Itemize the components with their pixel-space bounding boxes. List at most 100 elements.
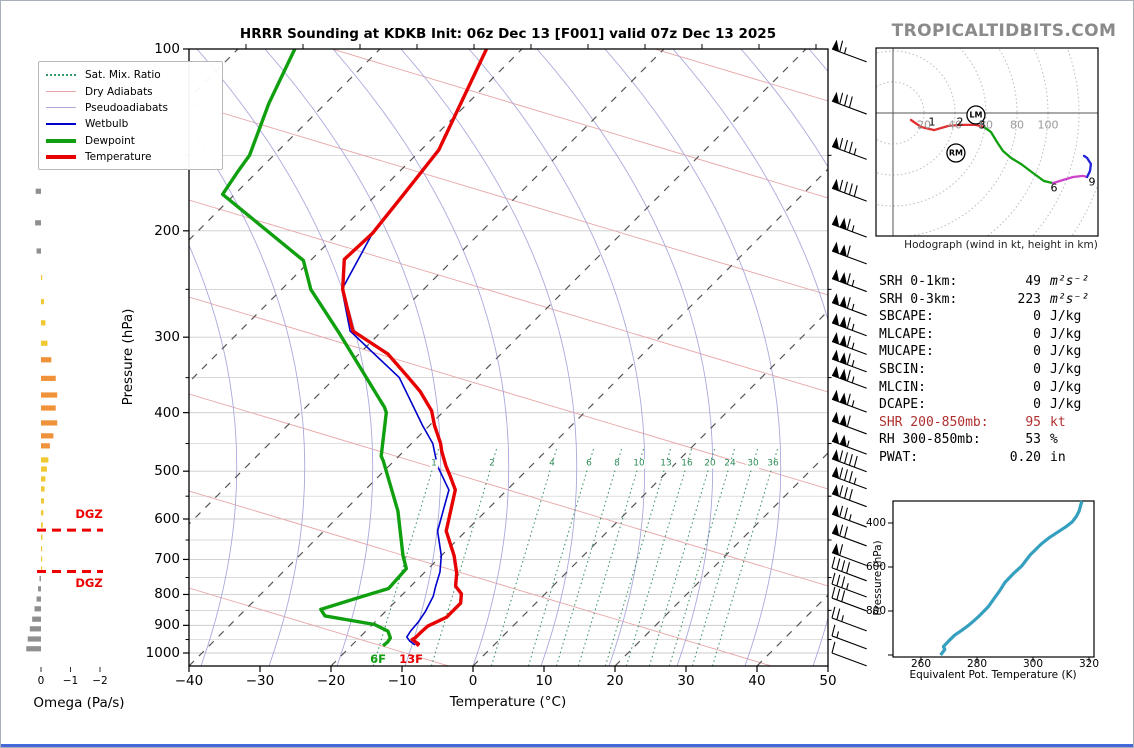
wind-barb-staff (831, 513, 867, 528)
omega-bar (41, 534, 43, 540)
dgz-lower-label: DGZ (75, 576, 103, 590)
legend-item-label: Wetbulb (85, 118, 129, 131)
omega-panel (26, 151, 103, 672)
wind-barb-pennant (832, 466, 840, 479)
stat-row-sbcin: SBCIN: 0 J/kg (879, 361, 1089, 379)
wind-barb-staff (831, 250, 867, 265)
wind-barb-half (853, 477, 857, 485)
pressure-axis-label: Pressure (hPa) (120, 308, 136, 406)
wind-barb-half (851, 342, 855, 350)
legend: Sat. Mix. Ratio Dry Adiabats Pseudoadiabat… (38, 61, 223, 171)
wind-barb-half (851, 303, 855, 311)
hodograph-trace-6-9km (1051, 174, 1089, 185)
wind-barb-full (839, 505, 844, 518)
wind-barb-pennant (832, 214, 840, 227)
omega-bar (41, 357, 52, 363)
omega-bar (41, 498, 44, 504)
pressure-tick-label: 300 (154, 329, 180, 346)
wind-barb-full (836, 558, 841, 570)
omega-bar (39, 575, 41, 582)
stat-row-mlcin: MLCIN: 0 J/kg (879, 379, 1089, 397)
hodograph-ring-label: 80 (1010, 118, 1024, 132)
pseudoadiabat-line (672, 49, 828, 666)
wind-barb-staff (831, 223, 867, 238)
wind-barb-full (839, 179, 844, 192)
mixing-ratio-line (604, 448, 671, 666)
wind-barb-half (841, 615, 844, 622)
wind-barb-staff (831, 322, 867, 337)
stat-label: MLCIN: (879, 379, 926, 395)
dry-adiabat-line (330, 49, 828, 199)
pseudoadiabat-line (536, 49, 714, 666)
stat-label: MUCAPE: (879, 344, 934, 360)
legend-item-wetbulb: Wetbulb (46, 116, 216, 132)
omega-bar (35, 220, 41, 226)
stat-value: 0 (1033, 379, 1041, 395)
wind-barb-staff (831, 100, 867, 115)
wind-barb-pennant (839, 296, 847, 309)
wind-barb-staff (831, 420, 867, 435)
mixing-ratio-line (430, 448, 497, 666)
hodograph-height-label: 6 (1050, 181, 1058, 195)
mixing-ratio-line (490, 448, 557, 666)
stat-row-srh-0-3km: SRH 0-3km: 223 m²s⁻² (879, 291, 1089, 309)
stat-row-pwat: PWAT: 0.20 in (879, 449, 1089, 467)
wind-barb-pennant (832, 241, 840, 254)
mixing-ratio-line (648, 448, 715, 666)
legend-item-label: Pseudoadiabats (85, 101, 168, 114)
dewpoint-trace (220, 49, 408, 648)
wind-barb-pennant (832, 389, 840, 402)
isotherm-line (472, 310, 828, 666)
stat-value: 0 (1033, 397, 1041, 413)
plot-border (188, 48, 829, 667)
stat-row-srh-0-1km: SRH 0-1km: 49 m²s⁻² (879, 273, 1089, 291)
stat-unit: J/kg (1050, 309, 1082, 325)
wind-barb-staff (831, 398, 867, 413)
wind-barb-full (831, 586, 836, 599)
wind-barb-full (848, 471, 853, 483)
stat-unit: m²s⁻² (1050, 274, 1090, 289)
thetae-x-tick-label: 300 (1022, 658, 1044, 670)
surface-dewpoint-label: 6F (370, 652, 386, 666)
legend-item-label: Sat. Mix. Ratio (85, 69, 161, 82)
omega-bar (26, 646, 41, 652)
sounding-traces (220, 49, 489, 648)
omega-bar (41, 466, 47, 472)
stat-value: 0 (1033, 309, 1041, 325)
pseudoadiabat-line (264, 49, 442, 666)
stat-value: 95 (1025, 414, 1041, 430)
stat-value: 0 (1033, 326, 1041, 342)
mixing-ratio-line (668, 448, 735, 666)
wind-barb-half (844, 47, 847, 54)
wind-barb-half (836, 631, 840, 638)
wind-barb-pennant (832, 365, 840, 378)
wind-barb-full (841, 576, 846, 588)
omega-bar (41, 522, 43, 528)
skewt-axes (183, 44, 832, 672)
wind-barb-full (846, 297, 851, 309)
stat-unit: kt (1050, 414, 1066, 430)
stat-unit: in (1050, 449, 1066, 465)
mixing-ratio-line (625, 448, 692, 666)
stats-panel: SRH 0-1km: 49 m²s⁻² SRH 0-3km: 223 m²s⁻² SBCAP… (879, 273, 1089, 467)
wind-barb-pennant (832, 293, 840, 306)
isotherm-line (189, 49, 807, 666)
mixing-ratio-label: 13 (659, 458, 673, 469)
wind-barb-full (839, 524, 844, 537)
mixing-ratio-label: 4 (548, 458, 556, 469)
omega-bar (41, 486, 45, 492)
wind-barb-pennant (839, 316, 847, 329)
legend-swatch-icon (46, 123, 76, 126)
wind-barb-staff (831, 532, 867, 547)
wind-barb-full (844, 487, 848, 499)
wind-barb-full (846, 317, 851, 329)
omega-bar (36, 248, 41, 254)
wind-barb-staff (831, 458, 867, 473)
pseudoadiabat-line (189, 244, 238, 666)
legend-swatch-icon (46, 155, 76, 160)
temperature-tick-label: 30 (677, 673, 695, 689)
omega-axis-label: Omega (Pa/s) (33, 695, 125, 711)
temperature-axis-label: Temperature (°C) (449, 694, 567, 710)
wind-barb-full (844, 94, 848, 106)
